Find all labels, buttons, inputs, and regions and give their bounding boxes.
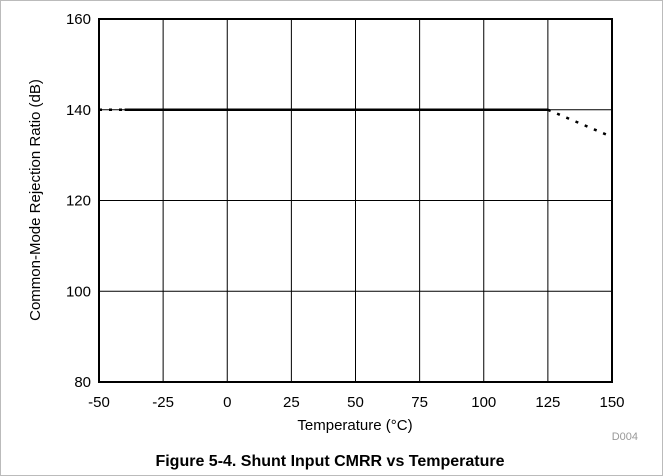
y-tick-label: 120 (66, 193, 91, 210)
note: D004 (612, 431, 638, 443)
x-tick-label: 25 (283, 394, 300, 411)
line-series (99, 108, 613, 139)
y-tick-label: 100 (66, 283, 91, 300)
x-tick-label: -25 (152, 394, 174, 411)
x-tick-label: 50 (347, 394, 364, 411)
x-tick-label: 75 (411, 394, 428, 411)
y-axis-label: Common-Mode Rejection Ratio (dB) (27, 79, 44, 321)
x-tick-label: 150 (599, 394, 624, 411)
plot-frame (98, 18, 613, 383)
y-tick-label: 80 (74, 374, 91, 391)
x-tick-label: 0 (223, 394, 231, 411)
y-tick-label: 140 (66, 102, 91, 119)
x-tick-label: -50 (88, 394, 110, 411)
x-axis-label: Temperature (°C) (297, 417, 412, 434)
caption: Figure 5-4. Shunt Input CMRR vs Temperat… (155, 453, 504, 470)
y-tick-label: 160 (66, 11, 91, 28)
x-tick-label: 100 (471, 394, 496, 411)
x-tick-label: 125 (535, 394, 560, 411)
